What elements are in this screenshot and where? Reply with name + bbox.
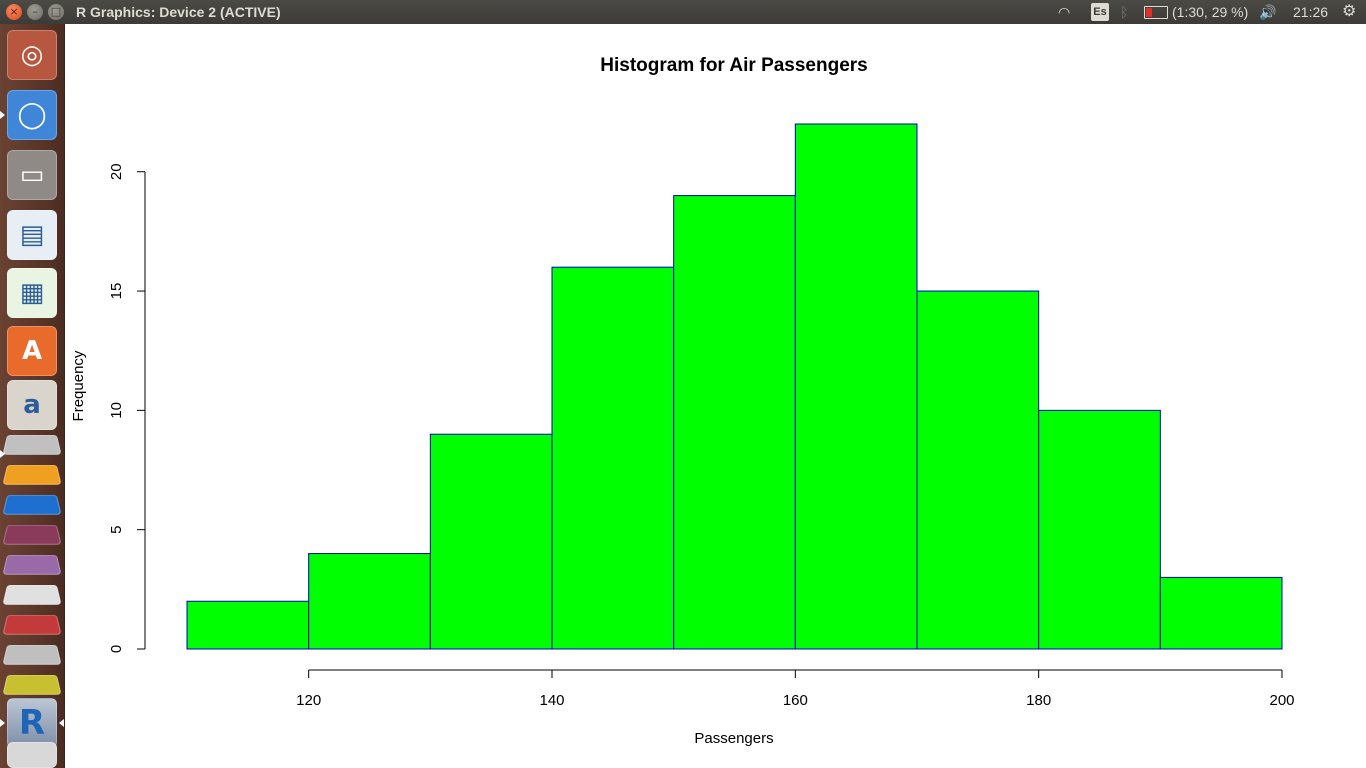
chart-title: Histogram for Air Passengers (600, 55, 868, 76)
software-center-icon[interactable]: A (7, 326, 57, 376)
histogram-bar (794, 123, 918, 650)
close-window-button[interactable]: × (6, 4, 22, 20)
y-tick-label: 0 (108, 645, 125, 653)
libreoffice-calc-glyph: ▦ (19, 278, 45, 308)
amazon-glyph: a (23, 390, 41, 420)
wifi-icon[interactable]: ◠ (1058, 4, 1071, 20)
stacked-launcher-icon[interactable] (2, 524, 62, 545)
ubuntu-dash-icon[interactable]: ◎ (7, 30, 57, 80)
window-title: R Graphics: Device 2 (ACTIVE) (76, 4, 281, 20)
running-indicator (0, 111, 5, 119)
battery-icon[interactable] (1144, 6, 1168, 19)
x-tick-label: 160 (783, 692, 808, 709)
battery-status[interactable]: (1:30, 29 %) (1172, 4, 1249, 20)
stacked-launcher-icon[interactable] (2, 434, 62, 455)
files-icon[interactable]: ▭ (7, 150, 57, 200)
running-indicator (0, 719, 5, 727)
settings-gear-icon[interactable]: ⚙ (1342, 3, 1357, 20)
stacked-launcher-icon[interactable] (2, 554, 62, 575)
histogram-plot: Histogram for Air Passengers 120 140 160 180… (65, 24, 1366, 768)
top-panel: × – □ R Graphics: Device 2 (ACTIVE) ◠ Es… (0, 0, 1366, 24)
ubuntu-dash-glyph: ◎ (20, 40, 44, 70)
y-tick-label: 20 (108, 163, 125, 180)
x-axis-label: Passengers (694, 730, 773, 747)
histogram-bar (673, 195, 796, 650)
stacked-launcher-icon[interactable] (2, 464, 62, 485)
histogram-bar (308, 553, 431, 650)
x-tick-label: 200 (1269, 692, 1294, 709)
focused-indicator (59, 719, 64, 727)
histogram-bar (1038, 409, 1161, 650)
libreoffice-writer-icon[interactable]: ▤ (7, 210, 57, 260)
bluetooth-icon[interactable]: ᛒ (1120, 4, 1129, 20)
libreoffice-calc-icon[interactable]: ▦ (7, 268, 57, 318)
files-glyph: ▭ (19, 160, 45, 190)
stacked-launcher-icon[interactable] (2, 584, 62, 605)
maximize-window-button[interactable]: □ (48, 4, 64, 20)
histogram-bar (186, 600, 310, 650)
software-center-glyph: A (21, 336, 43, 366)
x-tick-label: 140 (539, 692, 564, 709)
stacked-launcher-icon[interactable] (2, 674, 62, 695)
r-icon[interactable]: R (7, 698, 57, 748)
y-axis-label: Frequency (70, 350, 87, 421)
histogram-bar (429, 433, 553, 650)
amazon-icon[interactable]: a (7, 380, 57, 430)
x-tick-label: 180 (1026, 692, 1051, 709)
volume-icon[interactable]: 🔊 (1259, 4, 1277, 20)
clock[interactable]: 21:26 (1293, 4, 1329, 20)
trash-icon[interactable] (7, 742, 57, 768)
running-indicator (0, 450, 5, 458)
battery-level-fill (1146, 8, 1152, 17)
x-tick-label: 120 (296, 692, 321, 709)
r-glyph: R (18, 703, 46, 743)
minimize-window-button[interactable]: – (27, 4, 43, 20)
histogram-bar (916, 290, 1040, 650)
histogram-bar (1159, 576, 1283, 650)
histogram-bar (551, 266, 675, 650)
y-tick-label: 5 (108, 526, 125, 534)
stacked-launcher-icon[interactable] (2, 614, 62, 635)
chromium-icon[interactable]: ◯ (7, 90, 57, 140)
y-tick-label: 10 (108, 402, 125, 419)
chromium-glyph: ◯ (17, 100, 47, 130)
keyboard-layout-indicator[interactable]: Es (1091, 3, 1109, 21)
stacked-launcher-icon[interactable] (2, 494, 62, 515)
libreoffice-writer-glyph: ▤ (19, 220, 45, 250)
stacked-launcher-icon[interactable] (2, 644, 62, 665)
y-tick-label: 15 (108, 283, 125, 300)
